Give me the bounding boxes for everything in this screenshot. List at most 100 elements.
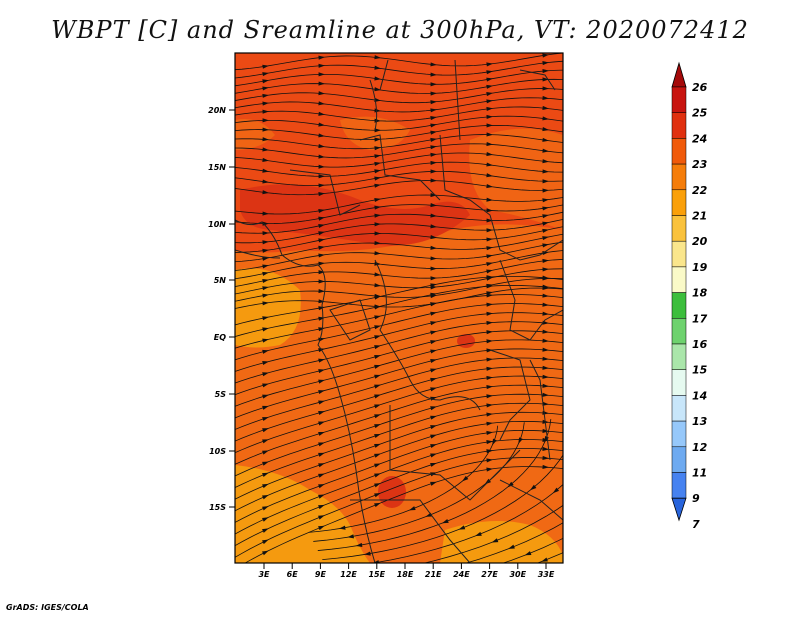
streamline-arrow — [542, 68, 549, 74]
streamline-arrow — [542, 275, 549, 280]
streamline-arrow — [318, 299, 325, 304]
streamline-arrow — [486, 449, 493, 454]
streamline-arrow — [318, 111, 325, 116]
streamline — [235, 268, 563, 295]
lat-tick-label: 10N — [208, 220, 226, 229]
streamline-arrow — [262, 539, 269, 545]
streamline-arrow — [262, 316, 269, 321]
streamline-arrow — [486, 375, 493, 380]
streamline-arrow — [262, 506, 269, 511]
streamline-arrow — [598, 494, 604, 500]
streamline-arrow — [374, 137, 381, 142]
lat-tick-label: 10S — [209, 447, 226, 456]
streamline-arrow — [430, 178, 437, 183]
lat-tick-label: 20N — [208, 106, 226, 115]
streamline — [235, 134, 563, 150]
streamline-arrow — [643, 499, 649, 505]
streamline-arrow — [486, 218, 493, 223]
streamline-arrow — [374, 325, 381, 330]
streamline-arrow — [542, 77, 549, 82]
streamline-arrow — [374, 404, 381, 409]
streamline-arrow — [262, 349, 269, 354]
streamline-arrows — [262, 53, 732, 607]
streamline-arrow — [441, 518, 449, 524]
streamline-arrow — [542, 221, 549, 226]
streamline-arrow — [262, 286, 269, 291]
streamline-arrow — [318, 261, 325, 266]
streamline — [370, 484, 563, 563]
streamline-arrow — [486, 62, 493, 67]
streamline-arrow — [262, 405, 269, 410]
streamline-arrow — [542, 61, 549, 66]
streamline-arrow — [475, 531, 482, 537]
streamline-arrow — [524, 551, 532, 556]
streamline-arrow — [486, 302, 493, 307]
streamline-arrow — [486, 70, 493, 75]
lon-tick-label: 9E — [315, 570, 327, 579]
streamline-arrow — [430, 152, 437, 157]
streamline-arrow — [486, 132, 493, 137]
streamline-arrow — [430, 100, 437, 105]
streamline-arrow — [430, 283, 437, 288]
lon-tick-label: 21E — [425, 570, 442, 579]
streamline-arrow — [430, 169, 437, 174]
streamline-arrow — [486, 114, 493, 120]
streamline-arrow — [262, 361, 269, 366]
colorbar-label: 19 — [692, 261, 708, 274]
colorbar-segment — [671, 420, 687, 448]
streamline-arrow — [430, 462, 437, 467]
lon-tick-label: 24E — [453, 570, 470, 579]
streamline-arrow — [486, 162, 493, 167]
streamline-arrow — [430, 123, 437, 128]
streamline-arrow — [541, 557, 548, 562]
streamline-arrow — [374, 443, 381, 448]
colorbar-segment — [671, 472, 687, 499]
colorbar-segment — [671, 292, 687, 319]
colorbar-bottom-arrow — [671, 497, 687, 522]
streamline-arrow — [318, 183, 325, 188]
map-title: WBPT [C] and Sreamline at 300hPa, VT: 20… — [51, 16, 749, 44]
streamline-arrow — [414, 603, 421, 607]
streamline — [235, 226, 563, 253]
streamline-arrow — [318, 452, 325, 457]
streamline-arrow — [727, 426, 732, 433]
streamline — [235, 393, 563, 477]
streamline-arrow — [430, 415, 437, 420]
streamline-arrow — [262, 231, 269, 236]
streamline — [235, 330, 563, 396]
streamline-arrow — [262, 450, 269, 455]
streamline-arrow — [318, 174, 325, 179]
streamline-arrow — [486, 246, 493, 251]
streamline-arrow — [262, 240, 269, 245]
streamline-arrow — [542, 188, 549, 193]
streamline-arrow — [262, 338, 269, 343]
streamline-arrow — [374, 169, 381, 174]
streamline-arrow — [711, 508, 717, 514]
streamline-arrow — [374, 55, 381, 60]
streamline — [235, 88, 563, 104]
colorbar-label: 11 — [692, 467, 707, 480]
streamline-arrow — [318, 253, 325, 258]
streamline-arrow — [374, 183, 381, 188]
streamline-arrow — [262, 101, 269, 106]
streamline-arrow — [430, 321, 437, 326]
colorbar-segment — [671, 215, 687, 242]
streamline-arrow — [374, 502, 381, 508]
streamline-arrow — [318, 473, 325, 478]
streamline-arrow — [542, 53, 549, 58]
lat-tick-label: 15N — [208, 163, 226, 172]
streamline-arrow — [318, 231, 325, 236]
streamline-arrow — [430, 266, 437, 271]
streamline-arrow — [430, 358, 437, 363]
streamline-arrow — [262, 190, 269, 195]
streamline-arrow — [262, 461, 269, 466]
streamline-arrow — [374, 146, 381, 151]
streamline-arrow — [542, 179, 549, 184]
streamline-arrow — [430, 256, 437, 261]
streamline-arrow — [430, 91, 437, 96]
streamline-arrow — [398, 586, 405, 590]
streamline-arrow — [486, 197, 493, 202]
streamline-arrow — [486, 385, 493, 390]
lat-tick-label: 5S — [215, 390, 227, 399]
streamline-arrow — [507, 481, 514, 488]
